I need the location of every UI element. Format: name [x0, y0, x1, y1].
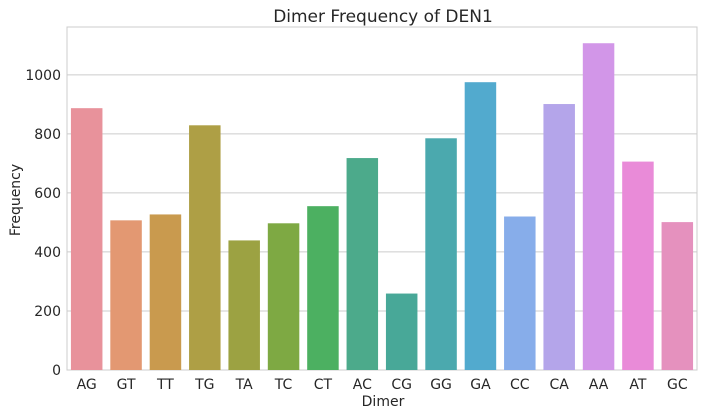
x-tick-label: GG — [430, 377, 452, 393]
y-tick-label: 1000 — [25, 68, 61, 84]
bar-cg — [385, 293, 418, 370]
bar-tg — [189, 125, 221, 370]
bar-ct — [307, 206, 339, 370]
x-tick-label: AG — [77, 377, 97, 393]
y-tick-label: 200 — [34, 304, 61, 320]
y-axis-label: Frequency — [8, 164, 24, 236]
x-tick-label: CT — [314, 377, 333, 393]
bar-cc — [504, 216, 536, 370]
x-tick-label: AA — [589, 377, 609, 393]
x-axis-label: Dimer — [362, 394, 405, 410]
x-tick-label: GT — [117, 377, 136, 393]
x-tick-label: TT — [156, 377, 174, 393]
bar-tc — [267, 223, 300, 370]
x-tick-label: CG — [391, 377, 412, 393]
x-tick-label: CA — [550, 377, 570, 393]
x-tick-label: AT — [629, 377, 646, 393]
y-tick-labels: 0 200 400 600 800 1000 — [25, 68, 61, 379]
bar-ga — [464, 82, 497, 370]
bar-ta — [228, 240, 260, 370]
bar-ca — [543, 104, 575, 370]
x-tick-labels: AG GT TT TG TA TC CT AC CG GG GA CC CA AA AT GC — [77, 377, 688, 393]
y-tick-label: 800 — [34, 127, 61, 143]
x-tick-label: TC — [274, 377, 293, 393]
plot-frame — [66, 26, 698, 371]
y-tick-label: 400 — [34, 245, 61, 261]
chart-title: Dimer Frequency of DEN1 — [273, 7, 493, 27]
bar-gc — [661, 222, 694, 370]
x-tick-label: TG — [194, 377, 214, 393]
bar-ac — [346, 158, 379, 370]
x-tick-label: AC — [353, 377, 372, 393]
bar-ag — [70, 108, 103, 371]
x-tick-label: TA — [235, 377, 253, 393]
bar-gg — [425, 138, 457, 370]
x-tick-label: GA — [470, 377, 491, 393]
y-tick-label: 0 — [52, 363, 61, 379]
bar-aa — [582, 43, 615, 370]
bar-gt — [110, 220, 142, 370]
y-tick-label: 600 — [34, 186, 61, 202]
bars — [70, 43, 694, 371]
bar-at — [622, 161, 654, 370]
x-tick-label: GC — [667, 377, 688, 393]
bar-tt — [149, 214, 182, 370]
x-tick-label: CC — [510, 377, 530, 393]
